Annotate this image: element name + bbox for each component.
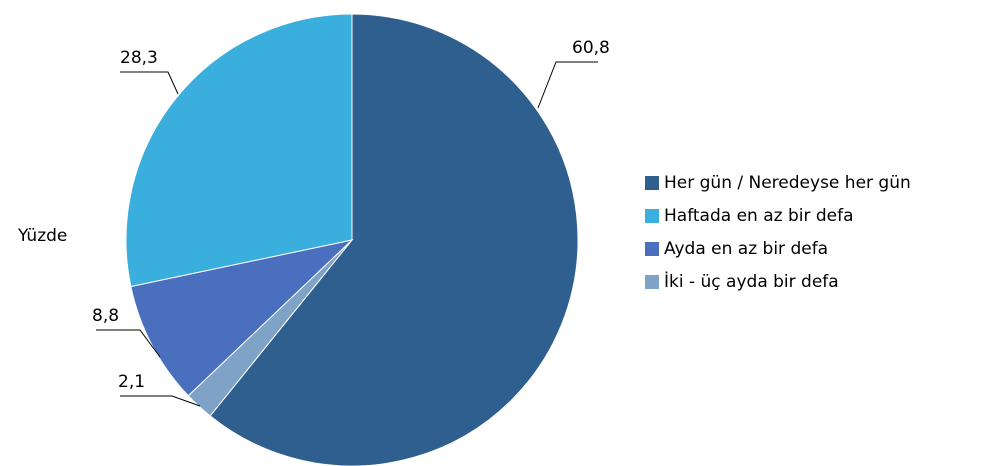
pie-slice [130,239,354,397]
legend-label: Her gün / Neredeyse her gün [664,173,911,193]
legend-swatch [645,176,659,190]
leader-line [96,329,161,358]
data-label: 8,8 [92,306,119,326]
legend-label: Haftada en az bir defa [664,206,854,226]
leader-line [120,71,179,95]
legend-label: İki - üç ayda bir defa [664,271,839,292]
data-label: 28,3 [120,48,158,68]
leader-line [120,395,201,407]
legend-swatch [645,242,659,256]
data-label: 2,1 [118,372,145,392]
leader-line [537,61,598,109]
data-label: 60,8 [572,38,610,58]
pie-slice [209,13,579,466]
legend-swatch [645,275,659,289]
legend-label: Ayda en az bir defa [664,239,828,259]
pie-slice [125,13,353,288]
series-label: Yüzde [17,226,67,246]
legend-swatch [645,209,659,223]
